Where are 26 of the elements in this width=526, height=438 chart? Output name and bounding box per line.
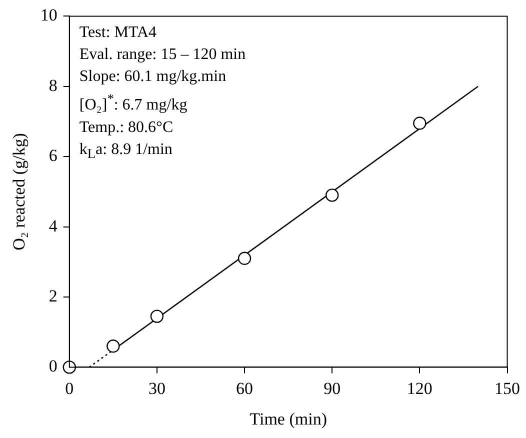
point xyxy=(326,188,339,202)
y-axis-title: O₂ reacted (g/kg) xyxy=(10,133,29,250)
annotation: Slope: 60.1 mg/kg.min xyxy=(79,67,228,88)
x-tick-label: 0 xyxy=(65,378,74,398)
annotation: Test: MTA4 xyxy=(79,23,158,44)
annotation: Temp.: 80.6°C xyxy=(79,118,174,138)
y-tick-label: 2 xyxy=(48,286,58,306)
point xyxy=(413,116,426,130)
x-tick-label: 150 xyxy=(494,378,520,398)
x-axis-title: Time (min) xyxy=(250,409,327,428)
point xyxy=(106,340,120,353)
point xyxy=(150,310,164,323)
annotation: [O₂]$^{*}$: 6.7 mg/kg xyxy=(79,90,188,116)
y-tick-label: 0 xyxy=(48,356,58,376)
annotation: k$_{L}$a: 8.9 1/min xyxy=(79,140,174,163)
point xyxy=(238,252,252,265)
y-tick-label: 10 xyxy=(40,6,58,25)
y-tick-label: 8 xyxy=(48,76,58,95)
x-tick-label: 30 xyxy=(148,378,166,398)
x-tick-label: 90 xyxy=(324,378,341,398)
x-tick-label: 60 xyxy=(236,378,254,398)
point xyxy=(62,360,76,374)
y-tick-label: 4 xyxy=(48,216,58,236)
annotation: Eval. range: 15 – 120 min xyxy=(79,45,246,66)
x-tick-label: 120 xyxy=(406,378,432,398)
y-tick-label: 6 xyxy=(48,146,58,166)
